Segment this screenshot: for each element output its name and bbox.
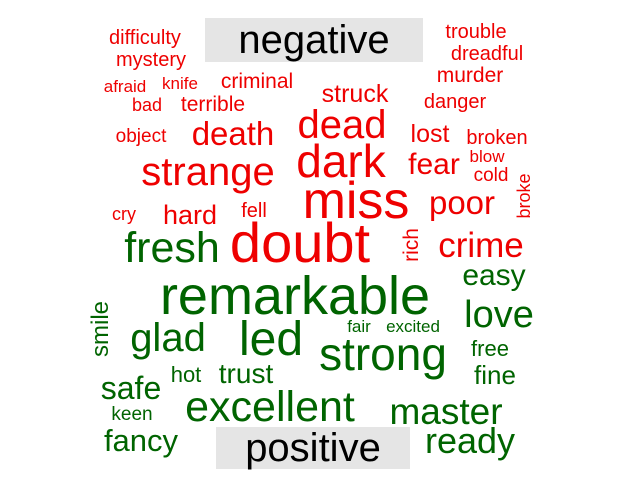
word-negative-fear: fear xyxy=(408,148,460,181)
word-negative-mystery: mystery xyxy=(116,49,186,71)
word-positive-glad: glad xyxy=(130,316,206,360)
word-negative-bad: bad xyxy=(132,95,162,115)
word-positive-led: led xyxy=(239,313,303,366)
word-negative-dark: dark xyxy=(296,135,386,187)
word-negative-struck: struck xyxy=(322,80,389,108)
positive-label-box: positive xyxy=(216,425,410,470)
word-negative-murder: murder xyxy=(437,64,504,87)
word-positive-fancy: fancy xyxy=(104,423,179,458)
word-negative-difficulty: difficulty xyxy=(109,27,181,49)
word-negative-trouble: trouble xyxy=(445,21,506,43)
word-negative-object: object xyxy=(116,126,167,147)
word-negative-dead: dead xyxy=(298,103,387,147)
word-positive-fresh: fresh xyxy=(124,224,220,272)
word-positive-keen: keen xyxy=(111,404,152,425)
word-negative-poor: poor xyxy=(429,184,495,221)
word-negative-fell: fell xyxy=(241,200,267,222)
negative-label: negative xyxy=(238,17,390,62)
word-negative-miss: miss xyxy=(303,172,410,230)
word-positive-love: love xyxy=(464,294,534,336)
negative-label-box: negative xyxy=(205,18,423,62)
word-negative-cold: cold xyxy=(474,165,509,186)
word-negative-cry: cry xyxy=(112,204,136,224)
word-positive-smile: smile xyxy=(87,301,114,357)
word-negative-lost: lost xyxy=(411,120,450,148)
word-negative-broken: broken xyxy=(466,127,527,149)
word-negative-knife: knife xyxy=(162,74,198,93)
word-positive-excited: excited xyxy=(386,317,440,336)
word-negative-death: death xyxy=(192,115,275,152)
word-positive-safe: safe xyxy=(101,370,161,406)
word-positive-hot: hot xyxy=(171,362,202,387)
word-positive-strong: strong xyxy=(319,328,447,380)
word-negative-danger: danger xyxy=(424,91,487,113)
word-negative-doubt: doubt xyxy=(230,211,371,274)
word-positive-fine: fine xyxy=(474,360,516,390)
word-positive-ready: ready xyxy=(425,420,515,461)
word-positive-easy: easy xyxy=(462,259,525,292)
positive-label: positive xyxy=(245,425,381,470)
word-negative-rich: rich xyxy=(400,228,423,262)
word-positive-free: free xyxy=(471,336,509,361)
word-negative-broke: broke xyxy=(514,173,534,218)
word-negative-dreadful: dreadful xyxy=(451,43,523,65)
word-negative-afraid: afraid xyxy=(104,77,147,96)
word-positive-excellent: excellent xyxy=(185,383,355,431)
word-negative-strange: strange xyxy=(141,150,274,194)
word-positive-fair: fair xyxy=(347,317,371,336)
word-positive-remarkable: remarkable xyxy=(160,266,430,326)
word-negative-blow: blow xyxy=(470,147,506,166)
word-positive-trust: trust xyxy=(219,358,274,389)
word-negative-criminal: criminal xyxy=(221,70,293,93)
word-negative-terrible: terrible xyxy=(181,93,245,116)
word-negative-crime: crime xyxy=(438,226,524,265)
word-positive-master: master xyxy=(389,391,502,432)
word-negative-hard: hard xyxy=(163,200,217,230)
